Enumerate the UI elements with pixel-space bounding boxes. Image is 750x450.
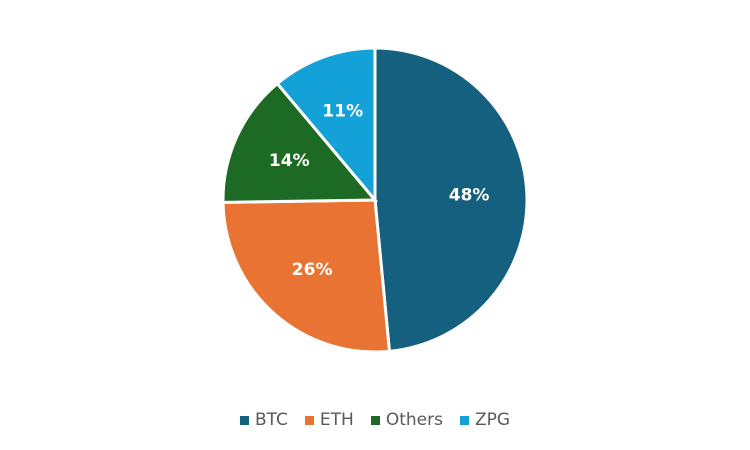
pie-slice-others[interactable] (221, 81, 379, 204)
legend-label-eth: ETH (319, 410, 354, 430)
legend-swatch-zpg (459, 415, 469, 425)
legend-swatch-others (370, 415, 380, 425)
pie-slice-eth[interactable] (221, 198, 392, 354)
legend-label-others: Others (385, 410, 443, 430)
pie-slice-btc[interactable] (373, 46, 529, 353)
pie-slice-zpg[interactable] (275, 46, 377, 205)
pie-data-labels: 48% 26% 14% 11% (269, 101, 490, 280)
legend-item-btc[interactable]: BTC (239, 410, 288, 430)
legend-label-zpg: ZPG (474, 410, 511, 430)
data-label-zpg: 11% (322, 101, 363, 121)
legend-swatch-eth (304, 415, 314, 425)
legend-label-btc: BTC (254, 410, 288, 430)
data-label-others: 14% (269, 151, 310, 171)
chart-legend: BTC ETH Others ZPG (0, 406, 750, 434)
legend-item-zpg[interactable]: ZPG (459, 410, 511, 430)
data-label-eth: 26% (292, 260, 333, 280)
legend-item-eth[interactable]: ETH (304, 410, 354, 430)
legend-swatch-btc (239, 415, 249, 425)
pie-slices (221, 46, 529, 354)
legend-item-others[interactable]: Others (370, 410, 443, 430)
data-label-btc: 48% (449, 186, 490, 206)
